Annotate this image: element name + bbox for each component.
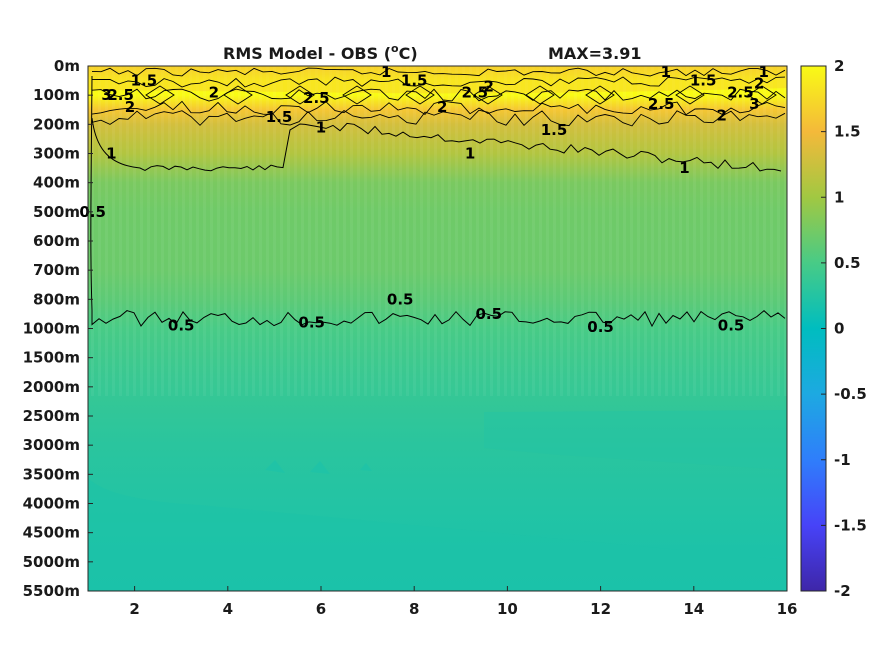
y-tick-label: 2000m bbox=[23, 378, 80, 396]
contour-label: 0.5 bbox=[168, 317, 195, 335]
max-label: MAX=3.91 bbox=[548, 44, 642, 63]
contour-label: 2.5 bbox=[727, 83, 754, 101]
x-tick-label: 10 bbox=[497, 600, 518, 618]
x-tick-label: 4 bbox=[223, 600, 233, 618]
x-axis: 2 4 6 8 10 12 14 16 bbox=[129, 586, 797, 618]
contour-label: 1.5 bbox=[541, 121, 568, 139]
contour-label: 2.5 bbox=[461, 83, 488, 101]
colorbar-tick-label: 2 bbox=[834, 57, 844, 75]
contour-cell bbox=[342, 85, 372, 105]
y-tick-label: 4500m bbox=[23, 524, 80, 542]
x-tick-label: 14 bbox=[683, 600, 704, 618]
contour-label: 0.5 bbox=[475, 305, 502, 323]
mid-low-region bbox=[484, 410, 787, 470]
colorbar: 2 1.5 1 0.5 0 -0.5 -1 -1.5 -2 bbox=[800, 57, 867, 600]
contour-label: 1.5 bbox=[266, 108, 293, 126]
x-tick-label: 6 bbox=[316, 600, 326, 618]
y-tick-label: 3500m bbox=[23, 465, 80, 483]
y-tick-label: 5500m bbox=[23, 582, 80, 600]
contour-label: 1 bbox=[316, 118, 326, 136]
contour-label: 2.5 bbox=[303, 89, 330, 107]
contour-label: 1 bbox=[381, 63, 391, 81]
upper-band bbox=[88, 66, 787, 94]
contour-label: 2 bbox=[484, 77, 494, 95]
contour-line bbox=[90, 75, 786, 328]
contour-label: 1 bbox=[106, 145, 116, 163]
y-tick-label: 300m bbox=[33, 145, 80, 163]
contour-cell bbox=[585, 85, 615, 105]
y-tick-label: 700m bbox=[33, 261, 80, 279]
x-tick-label: 2 bbox=[129, 600, 139, 618]
contour-label: 3 bbox=[101, 86, 111, 104]
colorbar-tick-label: -2 bbox=[834, 582, 851, 600]
contour-cell bbox=[675, 85, 705, 105]
contour-label: 0.5 bbox=[718, 317, 745, 335]
colorbar-tick-label: -0.5 bbox=[834, 385, 867, 403]
contour-line bbox=[91, 88, 786, 102]
deep-low-region bbox=[88, 478, 787, 591]
contour-label: 0.5 bbox=[298, 314, 325, 332]
contour-label: 0.5 bbox=[587, 318, 614, 336]
y-tick-label: 4000m bbox=[23, 495, 80, 513]
colorbar-tick-label: 0 bbox=[834, 320, 844, 338]
y-tick-label: 200m bbox=[33, 115, 80, 133]
colorbar-tick-label: -1 bbox=[834, 451, 851, 469]
contour-label: 2 bbox=[125, 98, 135, 116]
y-tick-label: 2500m bbox=[23, 407, 80, 425]
contour-label: 3 bbox=[749, 95, 759, 113]
contour-cell bbox=[223, 85, 253, 105]
contour-line bbox=[91, 109, 786, 127]
y-tick-label: 5000m bbox=[23, 553, 80, 571]
artifact-mark bbox=[265, 460, 285, 473]
contour-cell bbox=[525, 85, 555, 105]
x-tick-label: 12 bbox=[590, 600, 611, 618]
contour-label: 2 bbox=[437, 98, 447, 116]
colorbar-tick-label: 1.5 bbox=[834, 123, 861, 141]
contour-cell bbox=[405, 85, 435, 105]
y-tick-label: 1500m bbox=[23, 349, 80, 367]
colorbar-tick-label: -1.5 bbox=[834, 516, 867, 534]
y-tick-label: 800m bbox=[33, 290, 80, 308]
colorbar-tick-label: 0.5 bbox=[834, 254, 861, 272]
contour-label: 1.5 bbox=[131, 72, 158, 90]
contour-label: 1.5 bbox=[690, 72, 717, 90]
contour-cell bbox=[145, 85, 175, 105]
chart-title: RMS Model - OBS (oC) bbox=[223, 42, 418, 63]
artifact-mark bbox=[360, 463, 372, 471]
contour-cell bbox=[285, 85, 315, 105]
contour-label: 2.5 bbox=[648, 95, 675, 113]
contour-label: 1 bbox=[661, 63, 671, 81]
contour-cell bbox=[747, 85, 777, 105]
y-axis: 0m 100m 200m 300m 400m 500m 600m 700m 800m 1000m 1… bbox=[23, 57, 93, 600]
contour-label: 0.5 bbox=[387, 290, 414, 308]
y-tick-label: 500m bbox=[33, 203, 80, 221]
contour-label: 1 bbox=[465, 145, 475, 163]
contour-label: 2 bbox=[209, 83, 219, 101]
contour-line bbox=[91, 100, 786, 116]
contour-label: 2 bbox=[717, 107, 727, 125]
contour-label: 1.5 bbox=[401, 72, 428, 90]
contour-label: 2 bbox=[754, 75, 764, 93]
contour-label: 2.5 bbox=[107, 86, 134, 104]
contour-label: 1 bbox=[758, 63, 768, 81]
y-tick-label: 400m bbox=[33, 174, 80, 192]
colorbar-tick-label: 1 bbox=[834, 188, 844, 206]
contour-line bbox=[91, 67, 786, 77]
contour-line bbox=[91, 117, 782, 172]
y-tick-label: 600m bbox=[33, 232, 80, 250]
x-tick-label: 16 bbox=[777, 600, 798, 618]
x-tick-label: 8 bbox=[409, 600, 419, 618]
y-tick-label: 3000m bbox=[23, 436, 80, 454]
y-tick-label: 1000m bbox=[23, 320, 80, 338]
contour-cell bbox=[473, 85, 503, 105]
contour-line bbox=[91, 76, 786, 88]
artifact-mark bbox=[310, 461, 330, 474]
y-tick-label: 0m bbox=[54, 57, 80, 75]
y-tick-label: 100m bbox=[33, 86, 80, 104]
contour-label: 1 bbox=[679, 159, 689, 177]
